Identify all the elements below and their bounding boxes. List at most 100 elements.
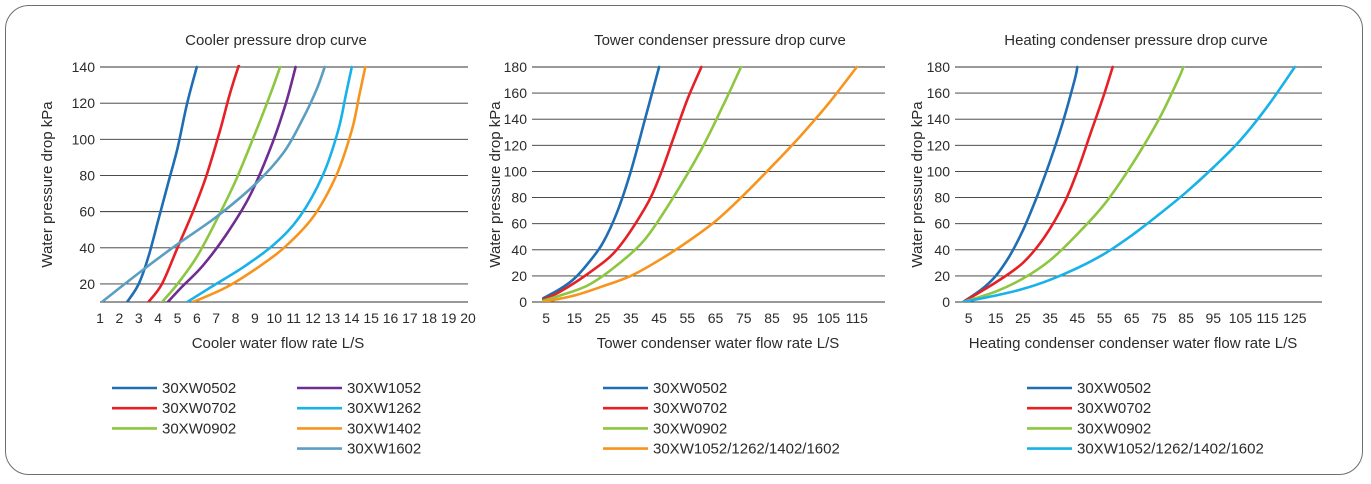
chart-2: Tower condenser pressure drop curve 0 20 40… <box>487 32 885 458</box>
x-tick-label: 65 <box>1124 310 1140 326</box>
x-tick-label: 15 <box>567 310 583 326</box>
x-tick-label: 5 <box>965 310 973 326</box>
series-line-30xw0902 <box>160 65 282 302</box>
x-tick-label: 20 <box>460 310 476 326</box>
x-tick-label: 19 <box>441 310 457 326</box>
y-tick-label: 100 <box>504 163 528 179</box>
y-tick-label: 0 <box>519 294 527 310</box>
y-tick-label: 0 <box>942 294 950 310</box>
legend: 30XW0502 30XW0702 30XW0902 30XW1052/1262/14… <box>603 380 840 458</box>
x-tick-label: 18 <box>421 310 437 326</box>
series-line-30xw1402 <box>191 65 367 302</box>
series-line-30xw0902 <box>961 65 1185 302</box>
legend-label: 30XW1052/1262/1402/1602 <box>653 441 840 458</box>
y-tick-label: 180 <box>504 59 528 75</box>
legend-label: 30XW0902 <box>1077 420 1151 437</box>
series-layer <box>961 65 1297 302</box>
x-tick-label: 4 <box>154 310 162 326</box>
x-tick-label: 105 <box>817 310 841 326</box>
y-tick-label: 60 <box>79 204 95 220</box>
legend-label: 30XW0502 <box>653 380 727 397</box>
x-tick-label: 8 <box>232 310 240 326</box>
y-tick-label: 80 <box>511 190 527 206</box>
legend-label: 30XW1052/1262/1402/1602 <box>1077 441 1264 458</box>
x-tick-label: 105 <box>1229 310 1253 326</box>
x-tick-label: 95 <box>792 310 808 326</box>
legend-label: 30XW1262 <box>347 400 421 417</box>
y-tick-label: 100 <box>72 131 96 147</box>
legend-label: 30XW0502 <box>1077 380 1151 397</box>
y-tick-label: 160 <box>927 85 951 101</box>
x-tick-label: 75 <box>1151 310 1167 326</box>
x-tick-label: 35 <box>1042 310 1058 326</box>
series-line-30xw0702 <box>961 65 1114 302</box>
x-tick-label: 55 <box>680 310 696 326</box>
legend-label: 30XW0902 <box>162 420 236 437</box>
legend-label: 30XW1602 <box>347 441 421 458</box>
x-tick-label: 16 <box>383 310 399 326</box>
y-axis-label: Water pressure drop kPa <box>487 101 504 268</box>
series-line-30xw1052-1262-1402-1602 <box>961 65 1297 302</box>
x-tick-label: 14 <box>344 310 360 326</box>
x-tick-label: 25 <box>595 310 611 326</box>
x-tick-label: 7 <box>212 310 220 326</box>
y-tick-label: 140 <box>504 111 528 127</box>
y-tick-label: 160 <box>504 85 528 101</box>
x-tick-label: 2 <box>115 310 123 326</box>
x-tick-label: 115 <box>1256 310 1279 326</box>
series-line-30xw0502 <box>961 65 1079 302</box>
y-axis-label: Water pressure drop kPa <box>39 101 56 268</box>
series-line-30xw0502 <box>125 65 199 302</box>
x-tick-label: 45 <box>651 310 667 326</box>
legend-label: 30XW0702 <box>162 400 236 417</box>
y-tick-label: 120 <box>504 137 528 153</box>
y-tick-label: 120 <box>927 137 951 153</box>
y-tick-label: 40 <box>934 242 950 258</box>
series-line-30xw0702 <box>542 65 703 301</box>
x-tick-label: 115 <box>846 310 869 326</box>
x-tick-label: 65 <box>708 310 724 326</box>
x-tick-label: 12 <box>305 310 321 326</box>
series-layer <box>542 65 859 302</box>
series-line-30xw1052 <box>166 65 297 302</box>
y-tick-label: 80 <box>934 190 950 206</box>
x-tick-label: 5 <box>542 310 550 326</box>
y-tick-label: 60 <box>511 216 527 232</box>
y-tick-label: 60 <box>934 216 950 232</box>
legend: 30XW0502 30XW0702 30XW0902 30XW1052 30XW1262… <box>112 380 421 458</box>
x-tick-label: 11 <box>286 310 301 326</box>
y-tick-label: 140 <box>927 111 951 127</box>
legend: 30XW0502 30XW0702 30XW0902 30XW1052/1262/14… <box>1027 380 1264 458</box>
chart-title: Heating condenser pressure drop curve <box>1004 32 1267 49</box>
x-tick-label: 15 <box>363 310 379 326</box>
x-axis-label: Cooler water flow rate L/S <box>192 335 365 352</box>
x-tick-label: 85 <box>764 310 780 326</box>
y-tick-label: 80 <box>79 167 95 183</box>
x-tick-label: 10 <box>267 310 283 326</box>
x-tick-label: 3 <box>135 310 143 326</box>
y-tick-label: 180 <box>927 59 951 75</box>
y-axis-label: Water pressure drop kPa <box>909 101 926 268</box>
series-line-30xw1052-1262-1402-1602 <box>542 65 859 302</box>
y-tick-label: 40 <box>79 240 95 256</box>
x-tick-label: 75 <box>736 310 752 326</box>
legend-label: 30XW1052 <box>347 380 421 397</box>
y-tick-label: 100 <box>927 163 951 179</box>
legend-label: 30XW0702 <box>1077 400 1151 417</box>
chart-frame <box>5 5 1363 475</box>
legend-label: 30XW0702 <box>653 400 727 417</box>
x-tick-label: 9 <box>251 310 259 326</box>
x-tick-label: 15 <box>988 310 1004 326</box>
series-layer <box>100 65 367 302</box>
series-line-30xw0702 <box>147 65 241 302</box>
x-tick-label: 45 <box>1070 310 1086 326</box>
chart-1: Cooler pressure drop curve20406080100120… <box>39 32 476 458</box>
y-tick-label: 120 <box>72 95 96 111</box>
x-tick-label: 95 <box>1205 310 1221 326</box>
y-tick-label: 40 <box>511 242 527 258</box>
series-line-30xw0902 <box>542 65 743 302</box>
x-axis-label: Heating condenser condenser water flow r… <box>969 335 1298 352</box>
series-line-30xw0502 <box>542 65 661 300</box>
x-axis-label: Tower condenser water flow rate L/S <box>597 335 840 352</box>
